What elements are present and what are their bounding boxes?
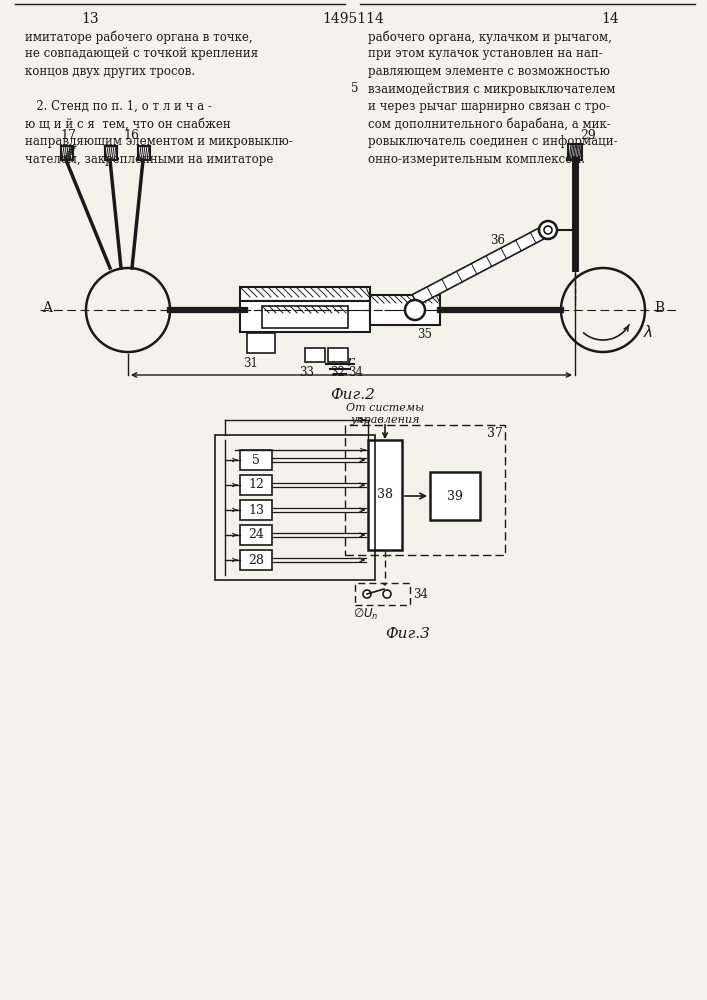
Circle shape — [544, 226, 552, 234]
Bar — [240, 301, 370, 332]
Bar — [240, 500, 272, 520]
Text: 35: 35 — [417, 328, 432, 341]
Text: 5: 5 — [351, 83, 358, 96]
Circle shape — [539, 221, 557, 239]
Polygon shape — [412, 225, 551, 305]
Text: имитаторе рабочего органа в точке,: имитаторе рабочего органа в точке, — [25, 30, 252, 43]
Bar — [247, 333, 275, 353]
Text: 16: 16 — [123, 129, 139, 142]
Circle shape — [363, 590, 371, 598]
Text: онно-измерительным комплексом.: онно-измерительным комплексом. — [368, 152, 585, 165]
Text: ю щ и й с я  тем, что он снабжен: ю щ и й с я тем, что он снабжен — [25, 117, 230, 130]
Bar — [368, 440, 402, 550]
Text: От системы
управления: От системы управления — [346, 403, 424, 425]
Text: 5: 5 — [252, 454, 260, 466]
Text: 12: 12 — [248, 479, 264, 491]
Text: направляющим элементом и микровыклю-: направляющим элементом и микровыклю- — [25, 135, 293, 148]
Text: Фиг.2: Фиг.2 — [331, 388, 375, 402]
Text: Фиг.3: Фиг.3 — [385, 627, 430, 641]
Text: сом дополнительного барабана, а мик-: сом дополнительного барабана, а мик- — [368, 117, 611, 131]
Bar — [355, 583, 410, 605]
Bar — [328, 348, 348, 362]
Text: концов двух других тросов.: концов двух других тросов. — [25, 65, 195, 78]
Text: B: B — [654, 301, 664, 315]
Bar — [240, 450, 272, 470]
Text: 2. Стенд по п. 1, о т л и ч а -: 2. Стенд по п. 1, о т л и ч а - — [25, 100, 212, 113]
Text: 33: 33 — [299, 366, 314, 379]
Bar — [305, 348, 325, 362]
Text: $\lambda$: $\lambda$ — [643, 324, 653, 340]
Bar — [240, 287, 370, 301]
Text: 32: 32 — [330, 366, 345, 379]
Text: при этом кулачок установлен на нап-: при этом кулачок установлен на нап- — [368, 47, 603, 60]
Text: 34: 34 — [413, 587, 428, 600]
Text: взаимодействия с микровыключателем: взаимодействия с микровыключателем — [368, 83, 615, 96]
Text: 13: 13 — [248, 504, 264, 516]
Text: 29: 29 — [580, 129, 596, 142]
Bar — [262, 306, 348, 328]
Bar — [215, 435, 375, 580]
Text: 14: 14 — [601, 12, 619, 26]
Text: 37: 37 — [487, 427, 503, 440]
Text: 28: 28 — [248, 554, 264, 566]
Text: 17: 17 — [60, 129, 76, 142]
Text: ровыключатель соединен с информаци-: ровыключатель соединен с информаци- — [368, 135, 618, 148]
Text: рабочего органа, кулачком и рычагом,: рабочего органа, кулачком и рычагом, — [368, 30, 612, 43]
Text: чателем, закрепленными на имитаторе: чателем, закрепленными на имитаторе — [25, 152, 274, 165]
Text: 24: 24 — [248, 528, 264, 542]
Text: и через рычаг шарнирно связан с тро-: и через рычаг шарнирно связан с тро- — [368, 100, 610, 113]
Bar — [345, 425, 505, 555]
Bar — [430, 472, 480, 520]
Text: 13: 13 — [81, 12, 99, 26]
Text: не совпадающей с точкой крепления: не совпадающей с точкой крепления — [25, 47, 258, 60]
Bar — [240, 475, 272, 495]
Text: 36: 36 — [490, 234, 505, 247]
Text: A: A — [42, 301, 52, 315]
Text: равляющем элементе с возможностью: равляющем элементе с возможностью — [368, 65, 610, 78]
Text: $\varnothing$$U_n$: $\varnothing$$U_n$ — [353, 607, 378, 622]
Text: 34: 34 — [348, 366, 363, 379]
Bar — [370, 295, 440, 325]
Circle shape — [383, 590, 391, 598]
Text: r: r — [347, 355, 355, 369]
Text: 1495114: 1495114 — [322, 12, 384, 26]
Text: 38: 38 — [377, 488, 393, 502]
Text: 39: 39 — [447, 489, 463, 502]
Circle shape — [405, 300, 425, 320]
Bar — [240, 550, 272, 570]
Text: 31: 31 — [243, 357, 258, 370]
Bar — [240, 525, 272, 545]
